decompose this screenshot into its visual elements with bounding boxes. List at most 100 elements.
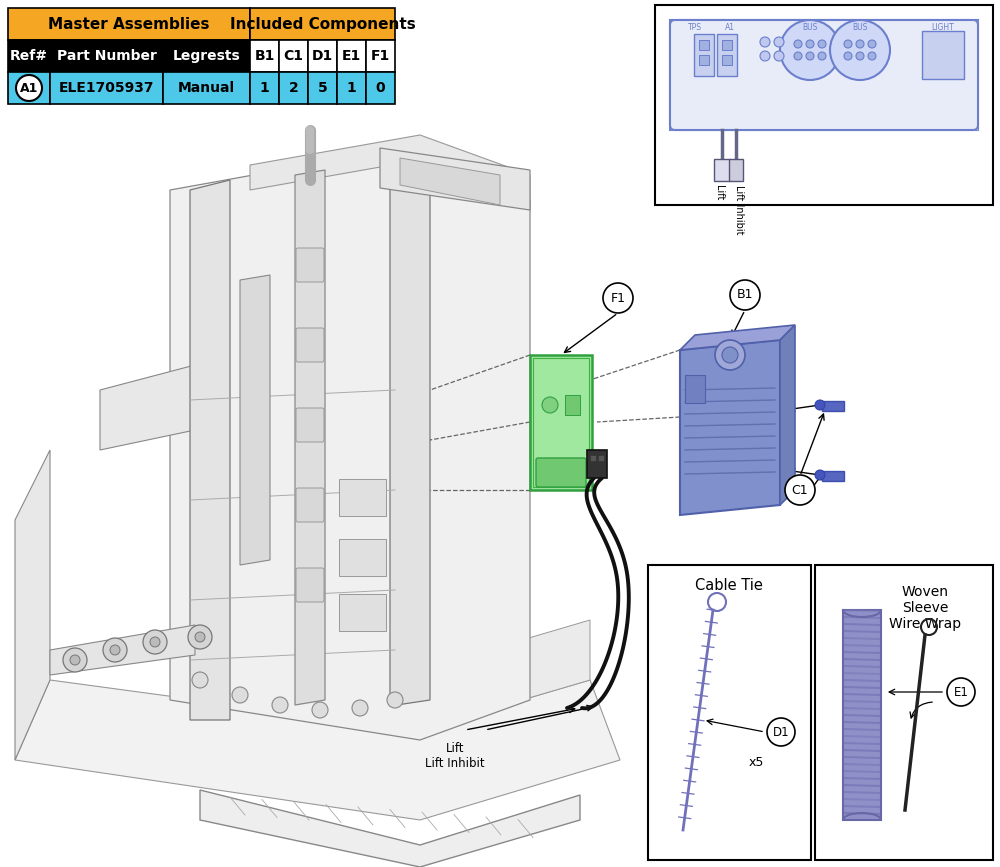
Bar <box>337 40 366 72</box>
Text: TPS: TPS <box>688 23 702 31</box>
Bar <box>279 72 308 104</box>
Circle shape <box>794 40 802 48</box>
Bar <box>670 20 978 130</box>
Circle shape <box>856 40 864 48</box>
Circle shape <box>272 697 288 713</box>
Text: LIGHT: LIGHT <box>932 23 954 31</box>
Text: 5: 5 <box>318 81 327 95</box>
Circle shape <box>542 397 558 413</box>
Bar <box>250 40 279 72</box>
FancyBboxPatch shape <box>339 539 386 576</box>
FancyBboxPatch shape <box>670 20 978 130</box>
Circle shape <box>192 672 208 688</box>
Bar <box>685 375 705 403</box>
Bar <box>822 401 844 411</box>
Text: A1: A1 <box>20 81 38 95</box>
Circle shape <box>352 700 368 716</box>
Bar <box>565 395 580 415</box>
Text: ELE1705937: ELE1705937 <box>59 81 154 95</box>
Circle shape <box>16 75 42 101</box>
Text: Part Number: Part Number <box>57 49 156 63</box>
Circle shape <box>312 702 328 718</box>
Polygon shape <box>380 148 530 210</box>
Polygon shape <box>15 450 50 760</box>
Text: Cable Tie: Cable Tie <box>695 577 763 592</box>
Text: B1: B1 <box>254 49 275 63</box>
Text: 1: 1 <box>260 81 269 95</box>
Bar <box>815 565 993 860</box>
Circle shape <box>806 40 814 48</box>
Bar <box>590 455 596 461</box>
Circle shape <box>70 655 80 665</box>
Circle shape <box>110 645 120 655</box>
Polygon shape <box>420 620 590 730</box>
Text: Woven
Sleeve
Wire Wrap: Woven Sleeve Wire Wrap <box>889 585 961 631</box>
Bar <box>50 72 163 104</box>
FancyBboxPatch shape <box>296 488 324 522</box>
Text: C1: C1 <box>284 49 304 63</box>
Circle shape <box>103 638 127 662</box>
Bar <box>337 72 366 104</box>
Bar <box>8 40 50 72</box>
Text: Lift: Lift <box>714 185 724 200</box>
Circle shape <box>830 20 890 80</box>
Polygon shape <box>50 625 195 675</box>
Polygon shape <box>250 135 530 205</box>
Bar <box>587 450 607 478</box>
Circle shape <box>150 637 160 647</box>
Bar <box>163 72 250 104</box>
Circle shape <box>774 51 784 61</box>
Polygon shape <box>680 325 795 350</box>
Bar <box>163 40 250 72</box>
Text: Lift Inhibit: Lift Inhibit <box>734 185 744 234</box>
Circle shape <box>868 40 876 48</box>
Bar <box>722 55 732 65</box>
Bar <box>822 471 844 481</box>
Bar <box>8 72 50 104</box>
Polygon shape <box>200 790 580 867</box>
Circle shape <box>767 718 795 746</box>
Circle shape <box>818 40 826 48</box>
Text: D1: D1 <box>773 726 789 739</box>
Polygon shape <box>240 275 270 565</box>
Bar <box>279 40 308 72</box>
Text: 2: 2 <box>289 81 298 95</box>
Circle shape <box>760 37 770 47</box>
Bar <box>366 72 395 104</box>
FancyBboxPatch shape <box>717 34 737 76</box>
Text: Ref#: Ref# <box>10 49 48 63</box>
Circle shape <box>232 687 248 703</box>
Circle shape <box>774 37 784 47</box>
Bar <box>530 355 592 490</box>
Text: C1: C1 <box>792 484 808 497</box>
Text: 0: 0 <box>376 81 385 95</box>
Bar <box>670 20 680 30</box>
Bar <box>308 72 337 104</box>
Text: D1: D1 <box>312 49 333 63</box>
Text: Lift
Lift Inhibit: Lift Lift Inhibit <box>425 742 485 770</box>
Bar <box>843 610 881 820</box>
Circle shape <box>815 400 825 410</box>
Circle shape <box>856 52 864 60</box>
Circle shape <box>188 625 212 649</box>
FancyBboxPatch shape <box>922 31 964 79</box>
Bar <box>366 40 395 72</box>
Bar <box>968 20 978 30</box>
Text: B1: B1 <box>737 289 753 302</box>
Polygon shape <box>295 170 325 705</box>
Circle shape <box>806 52 814 60</box>
FancyBboxPatch shape <box>339 479 386 516</box>
Circle shape <box>760 51 770 61</box>
Text: Manual: Manual <box>178 81 235 95</box>
Circle shape <box>730 280 760 310</box>
Bar <box>968 120 978 130</box>
Text: BUS: BUS <box>852 23 868 31</box>
FancyBboxPatch shape <box>536 458 586 487</box>
Bar <box>50 40 163 72</box>
Text: F1: F1 <box>610 291 626 304</box>
Bar <box>699 55 709 65</box>
Circle shape <box>603 283 633 313</box>
FancyBboxPatch shape <box>296 408 324 442</box>
Bar <box>533 358 589 487</box>
Circle shape <box>947 678 975 706</box>
